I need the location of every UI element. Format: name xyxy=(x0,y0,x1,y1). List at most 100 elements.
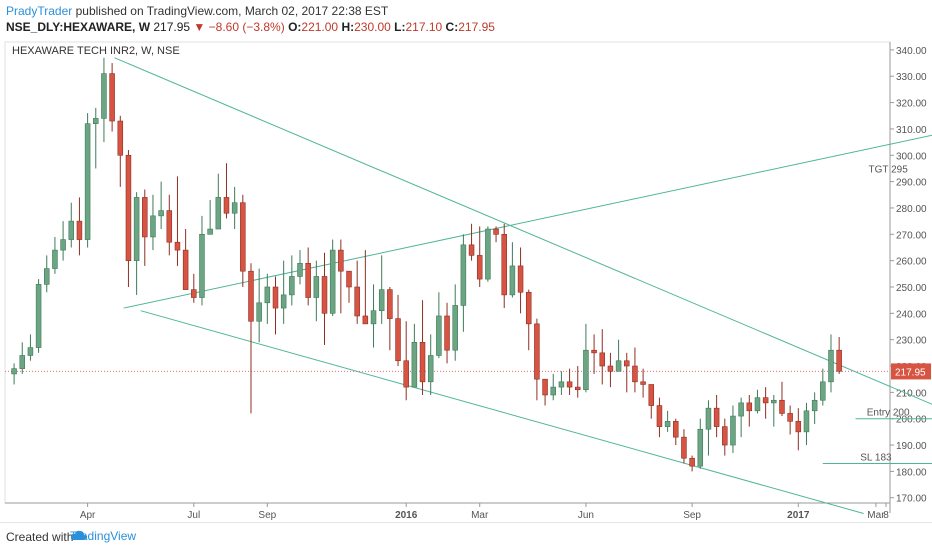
candle-up[interactable] xyxy=(84,123,91,240)
candle-down[interactable] xyxy=(174,241,181,251)
chart-area[interactable]: 340.00 330.00 320.00 310.00 300.00 290.00 280.… xyxy=(0,38,932,522)
candle-down[interactable] xyxy=(166,210,173,243)
candle-down[interactable] xyxy=(599,352,606,367)
candle-down[interactable] xyxy=(109,73,115,122)
candle-down[interactable] xyxy=(713,407,720,427)
candle-down[interactable] xyxy=(591,349,597,354)
candle-up[interactable] xyxy=(199,234,205,298)
candle-up[interactable] xyxy=(68,220,75,240)
candle-down[interactable] xyxy=(632,365,638,383)
candle-up[interactable] xyxy=(615,360,622,372)
candle-up[interactable] xyxy=(101,73,107,119)
candle-up[interactable] xyxy=(452,305,458,351)
candle-up[interactable] xyxy=(19,355,26,369)
author-link[interactable]: PradyTrader xyxy=(6,4,73,18)
candle-up[interactable] xyxy=(411,342,418,388)
candle-up[interactable] xyxy=(550,386,556,396)
candle-down[interactable] xyxy=(419,342,426,383)
candle-down[interactable] xyxy=(468,244,475,256)
candle-up[interactable] xyxy=(705,407,712,430)
candle-down[interactable] xyxy=(762,397,769,404)
candle-down[interactable] xyxy=(387,289,393,319)
candle-up[interactable] xyxy=(313,276,320,298)
candle-up[interactable] xyxy=(150,215,156,238)
candle-down[interactable] xyxy=(321,276,328,314)
candle-up[interactable] xyxy=(754,397,761,412)
candle-up[interactable] xyxy=(583,349,589,391)
candle-down[interactable] xyxy=(779,399,785,414)
candle-down[interactable] xyxy=(722,426,728,446)
candle-down[interactable] xyxy=(673,421,679,438)
candle-down[interactable] xyxy=(648,384,655,406)
candle-up[interactable] xyxy=(215,197,222,230)
candle-down[interactable] xyxy=(656,405,663,427)
candle-up[interactable] xyxy=(231,202,238,214)
candle-up[interactable] xyxy=(460,244,467,306)
candle-down[interactable] xyxy=(223,197,230,214)
candle-down[interactable] xyxy=(240,202,246,272)
candle-up[interactable] xyxy=(329,249,336,314)
candle-down[interactable] xyxy=(248,270,254,322)
candle-down[interactable] xyxy=(795,421,802,433)
candle-down[interactable] xyxy=(272,286,279,309)
candle-down[interactable] xyxy=(476,255,483,280)
candle-down[interactable] xyxy=(142,197,148,238)
candle-down[interactable] xyxy=(191,289,197,298)
candle-down[interactable] xyxy=(624,360,630,367)
candle-down[interactable] xyxy=(362,315,369,325)
candle-up[interactable] xyxy=(509,265,516,296)
candle-up[interactable] xyxy=(133,197,140,261)
candle-up[interactable] xyxy=(370,310,377,325)
candle-down[interactable] xyxy=(746,402,753,412)
candle-up[interactable] xyxy=(427,355,434,383)
candle-up[interactable] xyxy=(280,294,287,309)
candle-down[interactable] xyxy=(444,315,450,351)
candle-up[interactable] xyxy=(27,347,34,356)
candle-down[interactable] xyxy=(574,386,581,391)
candle-down[interactable] xyxy=(534,323,540,380)
candle-down[interactable] xyxy=(787,413,793,422)
candle-up[interactable] xyxy=(730,415,736,446)
candle-up[interactable] xyxy=(60,239,66,251)
candle-down[interactable] xyxy=(182,249,189,290)
candle-up[interactable] xyxy=(378,289,385,311)
candle-down[interactable] xyxy=(395,318,401,362)
candle-up[interactable] xyxy=(803,410,810,433)
candle-down[interactable] xyxy=(338,249,344,272)
candle-up[interactable] xyxy=(738,402,744,417)
candle-down[interactable] xyxy=(117,120,124,156)
candle-down[interactable] xyxy=(566,381,573,388)
candle-up[interactable] xyxy=(771,399,777,404)
candle-up[interactable] xyxy=(558,381,565,388)
candle-up[interactable] xyxy=(828,349,834,383)
candle-up[interactable] xyxy=(264,286,271,304)
candle-down[interactable] xyxy=(517,265,524,293)
candle-up[interactable] xyxy=(289,276,295,296)
candle-down[interactable] xyxy=(354,286,360,317)
candle-down[interactable] xyxy=(493,228,499,235)
candle-down[interactable] xyxy=(501,234,507,296)
candle-up[interactable] xyxy=(485,228,491,280)
candle-up[interactable] xyxy=(664,421,671,427)
candle-up[interactable] xyxy=(93,118,99,124)
candle-down[interactable] xyxy=(125,154,132,261)
candle-down[interactable] xyxy=(640,381,646,385)
candle-up[interactable] xyxy=(820,381,826,401)
candle-down[interactable] xyxy=(681,436,687,459)
candlestick-chart[interactable]: 340.00 330.00 320.00 310.00 300.00 290.00 280.… xyxy=(0,38,932,522)
candle-down[interactable] xyxy=(403,360,409,388)
candle-up[interactable] xyxy=(207,228,213,235)
candle-down[interactable] xyxy=(836,349,842,372)
candle-up[interactable] xyxy=(811,399,818,412)
candle-up[interactable] xyxy=(297,262,303,277)
candle-up[interactable] xyxy=(11,368,17,375)
candle-up[interactable] xyxy=(436,315,442,356)
candle-up[interactable] xyxy=(44,268,50,285)
candle-up[interactable] xyxy=(256,302,262,322)
candle-down[interactable] xyxy=(689,457,695,467)
candle-down[interactable] xyxy=(607,365,614,372)
candle-down[interactable] xyxy=(305,262,311,298)
candle-down[interactable] xyxy=(525,291,532,325)
candle-up[interactable] xyxy=(697,428,704,467)
candle-down[interactable] xyxy=(76,220,83,240)
